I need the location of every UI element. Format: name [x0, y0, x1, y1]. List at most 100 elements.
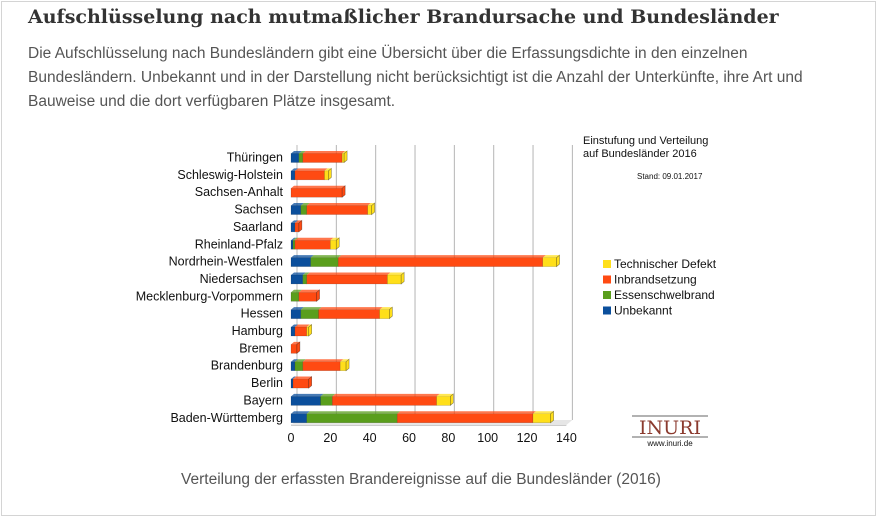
- logo-url: www.inuri.de: [646, 439, 693, 448]
- bar-segment-technischer-defekt: [387, 274, 402, 285]
- bar-segment-technischer-defekt: [532, 413, 551, 423]
- bar-segment-inbrandsetzung: [318, 309, 380, 319]
- category-label: Mecklenburg-Vorpommern: [136, 289, 283, 303]
- category-label: Bremen: [239, 341, 283, 355]
- bar-segment-top: [291, 393, 324, 397]
- bar-segment-top: [291, 168, 298, 171]
- x-tick-label: 0: [288, 431, 295, 445]
- bar-end-cap: [341, 185, 346, 198]
- bar-segment-inbrandsetzung: [306, 274, 388, 285]
- bar-segment-top: [300, 203, 310, 206]
- bar-segment-technischer-defekt: [367, 205, 372, 215]
- bar-segment-top: [298, 151, 306, 154]
- bar-segment-top: [342, 151, 348, 154]
- bar-end-cap: [343, 150, 348, 164]
- bar-segment-inbrandsetzung: [306, 205, 368, 215]
- legend-swatch: [603, 275, 611, 284]
- bar-segment-inbrandsetzung: [294, 222, 300, 233]
- bar-segment-top: [306, 324, 312, 327]
- bar-segment-essenschwelbrand: [302, 274, 307, 285]
- legend-swatch: [603, 260, 611, 268]
- bar-segment-inbrandsetzung: [290, 187, 343, 198]
- bar-segment-technischer-defekt: [542, 257, 557, 267]
- bar-end-cap: [345, 358, 350, 372]
- bar-segment-top: [291, 324, 298, 327]
- intro-paragraph: Die Aufschlüsselung nach Bundesländern g…: [28, 45, 803, 110]
- bar-end-cap: [450, 393, 454, 407]
- bar-segment-essenschwelbrand: [310, 257, 339, 267]
- bar-segment-technischer-defekt: [324, 170, 329, 181]
- bar-end-cap: [316, 289, 320, 302]
- bar-segment-inbrandsetzung: [396, 413, 534, 423]
- bar-segment-top: [291, 411, 310, 414]
- bar-segment-top: [291, 272, 306, 275]
- bar-segment-top: [292, 376, 312, 380]
- bar-end-cap: [308, 375, 313, 389]
- bar-segment-unbekannt: [290, 378, 294, 389]
- x-tick-label: 40: [363, 431, 377, 445]
- bar-segment-essenschwelbrand: [298, 153, 304, 163]
- bar-segment-top: [291, 185, 346, 189]
- legend-label: Unbekannt: [614, 304, 673, 318]
- bar-segment-top: [379, 307, 393, 310]
- bar-segment-technischer-defekt: [436, 396, 451, 406]
- category-label: Niedersachsen: [200, 272, 283, 286]
- bar-segment-technischer-defekt: [330, 240, 337, 250]
- category-label: Schleswig-Holstein: [177, 168, 283, 182]
- bar-segment-essenschwelbrand: [320, 396, 333, 406]
- section-heading: Aufschlüsselung nach mutmaßlicher Brandu…: [28, 6, 779, 28]
- bar-segment-inbrandsetzung: [294, 170, 325, 181]
- bar-segment-essenschwelbrand: [300, 205, 307, 215]
- category-label: Thüringen: [227, 151, 283, 165]
- bar-segment-top: [332, 393, 440, 397]
- bar-segment-essenschwelbrand: [292, 240, 296, 250]
- x-tick-label: 20: [323, 431, 337, 445]
- bar-segment-top: [294, 237, 334, 241]
- bar-segment-top: [294, 324, 310, 327]
- category-label: Hessen: [241, 307, 283, 321]
- legend-swatch: [603, 306, 611, 315]
- bar-segment-top: [291, 341, 300, 345]
- category-label: Rheinland-Pfalz: [195, 237, 283, 251]
- bar-end-cap: [296, 341, 301, 354]
- bar-segment-top: [324, 168, 332, 171]
- category-label: Nordrhein-Westfalen: [169, 255, 283, 269]
- bar-segment-inbrandsetzung: [298, 292, 317, 302]
- bar-segment-unbekannt: [290, 309, 302, 319]
- bar-segment-unbekannt: [290, 413, 307, 423]
- bar-segment-top: [291, 237, 296, 241]
- bar-end-cap: [550, 410, 554, 424]
- bar-segment-top: [320, 393, 336, 397]
- bar-end-cap: [328, 167, 332, 181]
- bar-segment-top: [306, 272, 391, 275]
- bar-segment-top: [330, 237, 340, 241]
- bar-end-cap: [400, 271, 405, 285]
- bar-segment-inbrandsetzung: [332, 396, 437, 406]
- bar-segment-top: [532, 411, 554, 414]
- bar-segment-top: [291, 289, 302, 293]
- bar-segment-unbekannt: [290, 396, 321, 406]
- bar-segment-top: [302, 272, 310, 275]
- category-label: Baden-Württemberg: [170, 411, 283, 425]
- bar-end-cap: [335, 237, 340, 250]
- bar-segment-top: [291, 376, 296, 380]
- bar-segment-top: [294, 168, 328, 171]
- bar-segment-top: [306, 203, 371, 206]
- bar-segment-inbrandsetzung: [294, 240, 331, 250]
- bar-segment-essenschwelbrand: [290, 292, 300, 302]
- category-label: Sachsen-Anhalt: [195, 185, 284, 199]
- bar-segment-inbrandsetzung: [290, 344, 298, 354]
- bar-segment-essenschwelbrand: [300, 309, 319, 319]
- bar-segment-inbrandsetzung: [294, 326, 307, 337]
- legend-label: Essenschwelbrand: [614, 288, 715, 302]
- x-tick-label: 80: [441, 431, 455, 445]
- x-tick-label: 120: [517, 431, 538, 445]
- category-label: Saarland: [233, 220, 283, 234]
- bar-segment-top: [298, 289, 320, 293]
- bar-end-cap: [371, 202, 375, 216]
- bar-segment-top: [291, 359, 298, 362]
- bar-segment-top: [291, 151, 302, 154]
- bar-segment-top: [397, 411, 536, 414]
- bar-segment-top: [291, 203, 304, 206]
